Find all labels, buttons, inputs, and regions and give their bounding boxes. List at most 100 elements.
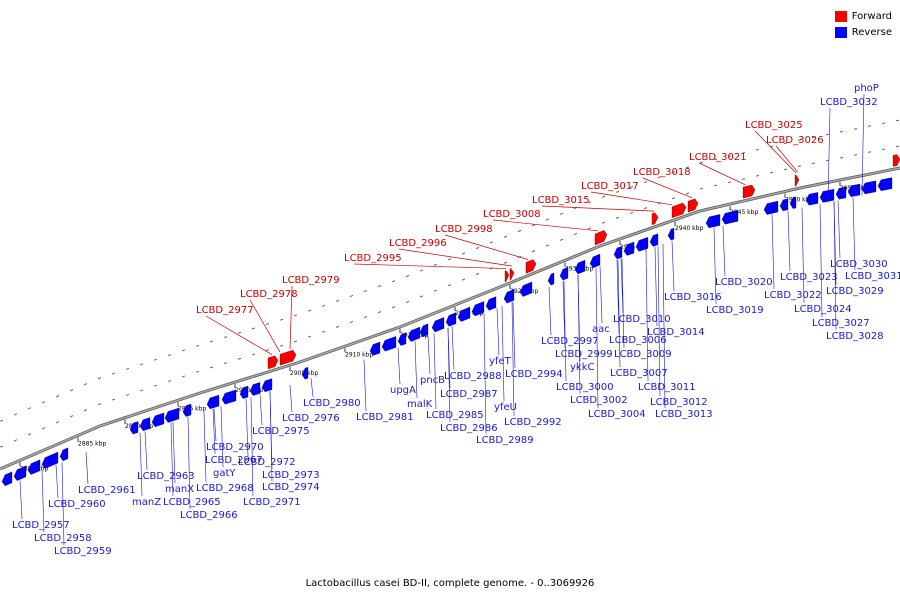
guide-dot — [181, 349, 186, 352]
reverse-gene-label: LCBD_3030 — [830, 259, 888, 270]
reverse-gene[interactable] — [547, 272, 555, 286]
reverse-gene[interactable] — [847, 183, 861, 197]
reverse-gene[interactable] — [635, 236, 649, 252]
guide-dot — [895, 145, 900, 148]
guide-dot — [153, 384, 158, 387]
reverse-gene[interactable] — [861, 180, 877, 195]
leader-line — [645, 249, 649, 382]
reverse-gene[interactable] — [164, 407, 180, 423]
leader-line — [595, 267, 599, 409]
guide-dot — [783, 168, 788, 171]
forward-gene[interactable] — [594, 230, 608, 246]
guide-dot — [223, 362, 228, 365]
forward-gene-label: LCBD_2998 — [435, 224, 493, 235]
reverse-gene[interactable] — [13, 465, 27, 481]
reverse-gene[interactable] — [649, 233, 659, 247]
reverse-gene-label: LCBD_3013 — [655, 409, 713, 420]
reverse-gene-label: LCBD_2970 — [206, 442, 264, 453]
guide-dot — [643, 181, 648, 184]
reverse-gene[interactable] — [239, 385, 249, 399]
reverse-gene[interactable] — [369, 341, 381, 356]
guide-dot — [419, 295, 424, 298]
guide-dot — [713, 158, 718, 161]
reverse-gene[interactable] — [485, 296, 497, 311]
forward-gene[interactable] — [687, 198, 699, 213]
reverse-gene[interactable] — [763, 200, 779, 215]
forward-gene[interactable] — [671, 202, 687, 219]
reverse-gene[interactable] — [471, 301, 485, 317]
leader-line — [621, 258, 625, 349]
reverse-gene[interactable] — [249, 382, 261, 396]
guide-dot — [97, 403, 102, 406]
guide-dot — [363, 290, 368, 293]
reverse-gene[interactable] — [819, 189, 835, 203]
guide-dot — [391, 306, 396, 309]
kbp-tick-label: 2935 kbp — [620, 244, 648, 251]
reverse-gene[interactable] — [397, 332, 407, 346]
forward-gene[interactable] — [651, 212, 659, 226]
reverse-gene-label: LCBD_2971 — [243, 497, 301, 508]
forward-gene[interactable] — [525, 259, 537, 274]
reverse-gene[interactable] — [59, 447, 69, 462]
reverse-gene[interactable] — [41, 451, 59, 469]
leader-line — [259, 394, 263, 426]
forward-gene[interactable] — [279, 349, 297, 366]
forward-gene[interactable] — [504, 270, 510, 283]
reverse-gene[interactable] — [151, 412, 165, 428]
reverse-gene[interactable] — [419, 323, 429, 337]
forward-gene[interactable] — [742, 184, 756, 199]
reverse-gene[interactable] — [667, 227, 675, 241]
reverse-gene[interactable] — [779, 198, 789, 212]
guide-dot — [349, 294, 354, 297]
forward-gene-label: LCBD_3026 — [766, 135, 824, 146]
reverse-gene[interactable] — [301, 366, 309, 380]
reverse-gene[interactable] — [182, 403, 192, 417]
reverse-gene[interactable] — [559, 266, 569, 281]
reverse-gene[interactable] — [27, 459, 41, 475]
leader-line — [827, 107, 831, 203]
reverse-gene[interactable] — [261, 378, 273, 393]
reverse-gene[interactable] — [721, 210, 739, 225]
guide-dot — [349, 320, 354, 323]
reverse-gene[interactable] — [139, 417, 151, 431]
guide-dot — [559, 212, 564, 215]
reverse-gene[interactable] — [835, 186, 847, 200]
forward-gene[interactable] — [509, 268, 515, 281]
reverse-gene-label: LCBD_3022 — [764, 290, 822, 301]
forward-gene-label: LCBD_2978 — [240, 289, 298, 300]
reverse-gene[interactable] — [221, 389, 237, 405]
reverse-gene[interactable] — [381, 336, 397, 352]
reverse-gene[interactable] — [805, 192, 819, 206]
reverse-gene[interactable] — [431, 317, 445, 333]
reverse-gene[interactable] — [613, 246, 623, 260]
reverse-gene[interactable] — [519, 281, 533, 297]
guide-dot — [279, 344, 284, 347]
forward-gene[interactable] — [267, 355, 279, 370]
leader-line — [599, 265, 603, 324]
forward-gene[interactable] — [794, 174, 800, 187]
reverse-gene[interactable] — [789, 196, 797, 209]
reverse-gene-label: LCBD_2961 — [78, 485, 136, 496]
reverse-gene[interactable] — [407, 326, 421, 342]
leader-line — [819, 203, 823, 318]
guide-dot — [363, 316, 368, 319]
reverse-gene[interactable] — [877, 177, 893, 191]
reverse-gene[interactable] — [445, 312, 457, 327]
forward-gene[interactable] — [892, 154, 900, 167]
reverse-gene[interactable] — [457, 306, 471, 322]
reverse-gene-label: LCBD_2980 — [303, 398, 361, 409]
reverse-gene[interactable] — [589, 253, 601, 269]
guide-dot — [209, 366, 214, 369]
reverse-gene[interactable] — [1, 471, 13, 487]
reverse-gene[interactable] — [705, 214, 721, 229]
reverse-gene[interactable] — [503, 289, 515, 304]
guide-dot — [447, 258, 452, 261]
reverse-gene[interactable] — [129, 421, 139, 435]
reverse-gene[interactable] — [206, 394, 220, 410]
reverse-gene[interactable] — [623, 241, 635, 256]
reverse-gene-label: LCBD_3024 — [794, 304, 852, 315]
leader-line — [548, 286, 552, 336]
reverse-gene-label: LCBD_2986 — [440, 423, 498, 434]
reverse-gene[interactable] — [574, 259, 586, 275]
guide-dot — [699, 187, 704, 190]
